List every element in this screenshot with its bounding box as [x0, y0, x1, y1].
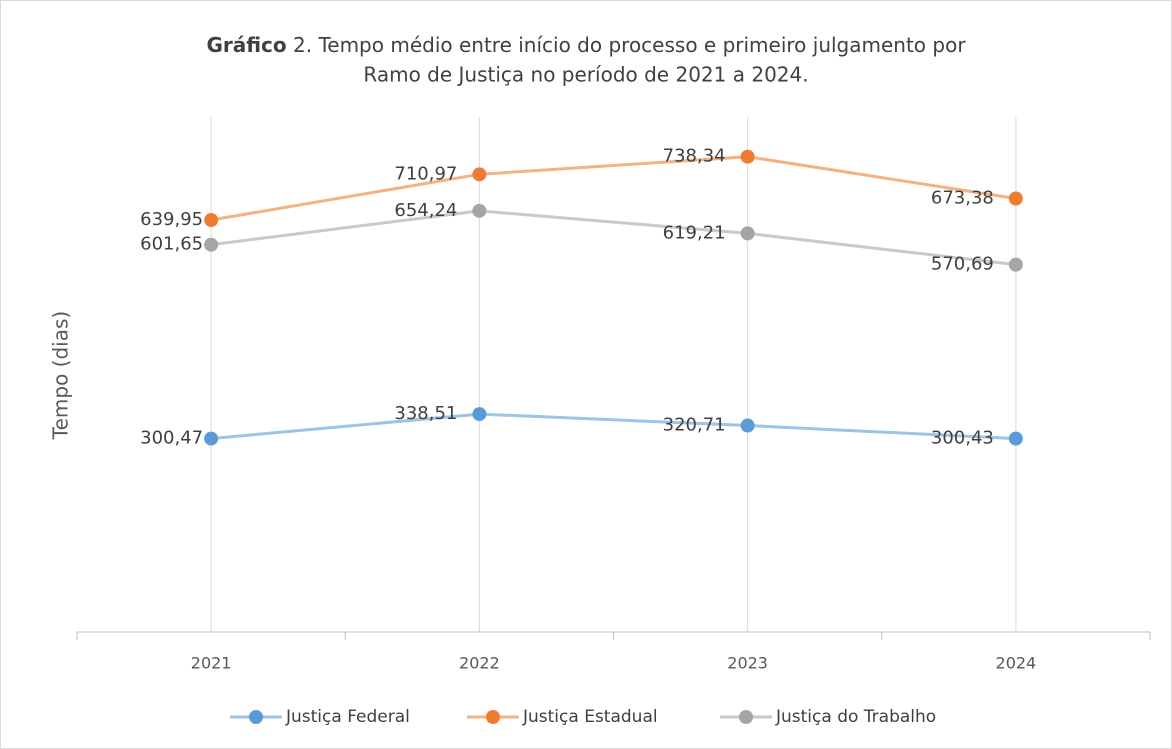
data-label: 639,95: [140, 209, 203, 230]
data-point: [472, 167, 487, 182]
data-label: 300,47: [140, 428, 203, 449]
chart-title-line2: Ramo de Justiça no período de 2021 a 202…: [363, 63, 808, 87]
data-point: [740, 418, 755, 433]
data-point: [472, 407, 487, 422]
data-label: 654,24: [394, 200, 457, 221]
x-tick-label: 2022: [459, 654, 500, 673]
data-point: [204, 237, 219, 252]
data-point: [204, 213, 219, 228]
series-line: [210, 155, 1017, 222]
data-label: 338,51: [394, 403, 457, 424]
data-point: [740, 226, 755, 241]
legend-marker: [739, 710, 753, 724]
x-tick-label: 2023: [727, 654, 768, 673]
data-point: [1008, 191, 1023, 206]
data-point: [740, 149, 755, 164]
data-label: 673,38: [931, 188, 994, 209]
data-label: 300,43: [931, 428, 994, 449]
data-label: 619,21: [663, 222, 726, 243]
legend-label: Justiça Federal: [285, 707, 410, 727]
legend-label: Justiça Estadual: [522, 707, 658, 727]
x-tick-label: 2024: [996, 654, 1037, 673]
data-point: [1008, 431, 1023, 446]
data-label: 710,97: [394, 163, 457, 184]
chart-title: Gráfico 2. Tempo médio entre início do p…: [206, 33, 966, 57]
series-line: [210, 209, 1017, 267]
legend-label: Justiça do Trabalho: [775, 707, 936, 727]
data-point: [1008, 257, 1023, 272]
data-label: 738,34: [663, 146, 726, 167]
data-point: [204, 431, 219, 446]
data-label: 320,71: [663, 415, 726, 436]
series-line: [210, 412, 1016, 441]
title-bold: Gráfico: [206, 33, 286, 57]
data-label: 601,65: [140, 234, 203, 255]
data-label: 570,69: [931, 254, 994, 275]
legend-marker: [486, 710, 500, 724]
y-axis-label: Tempo (dias): [49, 311, 73, 440]
legend-marker: [249, 710, 263, 724]
data-point: [472, 203, 487, 218]
x-tick-label: 2021: [191, 654, 232, 673]
title-line: 2. Tempo médio entre início do processo …: [293, 33, 966, 57]
